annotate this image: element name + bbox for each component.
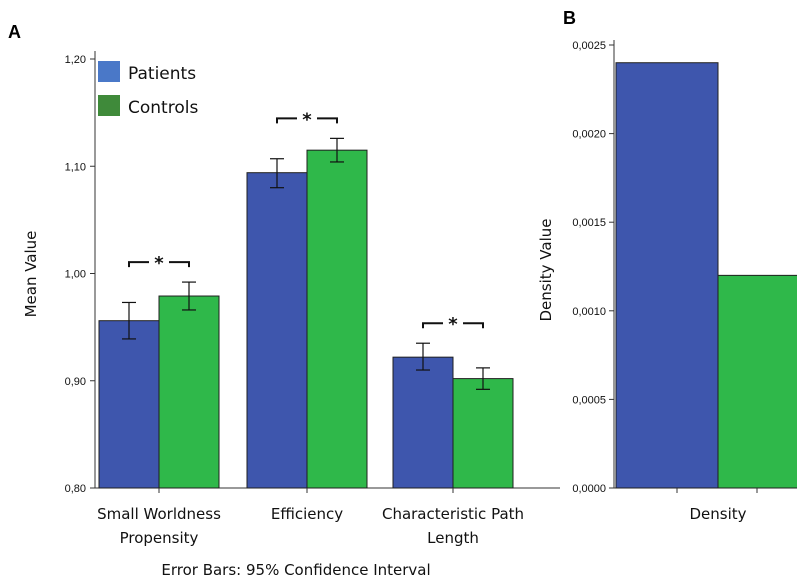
panel-a-y-tick-label: 0,90 (65, 376, 86, 388)
bar-controls (452, 378, 514, 489)
significance-bracket (128, 261, 190, 268)
significance-bracket (422, 322, 484, 329)
significance-star: * (302, 109, 312, 130)
bar-controls (158, 295, 220, 489)
panel-b-y-tick-label: 0,0000 (572, 483, 606, 495)
panel-a: A Mean Value 0,80 0,90 1,00 1,10 1,20 * * * Sm… (8, 22, 560, 579)
bar-patients (615, 62, 719, 489)
panel-b-y-tick-label: 0,0010 (572, 306, 606, 318)
panel-a-letter: A (8, 22, 21, 42)
legend-swatch-patients (98, 61, 120, 82)
panel-b-y-tick-label: 0,0015 (572, 217, 606, 229)
category-label: Density (689, 505, 746, 523)
significance-star: * (448, 314, 458, 335)
panel-a-y-axis-title: Mean Value (22, 231, 40, 318)
panel-b: B Density Value 0,0000 0,0005 0,0010 0,0015… (537, 8, 797, 523)
panel-b-y-tick-label: 0,0025 (572, 40, 606, 52)
panel-a-legend: Patients Controls (98, 61, 198, 118)
category-label: Length (427, 529, 479, 547)
legend-label-patients: Patients (128, 64, 196, 84)
bar-patients (392, 356, 454, 489)
bar-controls (306, 149, 368, 489)
panel-a-y-tick-label: 1,10 (65, 161, 86, 173)
panel-b-letter: B (563, 8, 576, 28)
category-label: Characteristic Path (382, 505, 524, 523)
bar-patients (98, 320, 160, 489)
panel-b-y-tick-label: 0,0020 (572, 129, 606, 141)
legend-swatch-controls (98, 95, 120, 116)
panel-a-y-tick-label: 1,00 (65, 269, 86, 281)
panel-b-y-tick-label: 0,0005 (572, 394, 606, 406)
category-label: Small Worldness (97, 505, 221, 523)
error-bars-note: Error Bars: 95% Confidence Interval (161, 561, 430, 579)
legend-label-controls: Controls (128, 98, 198, 118)
bar-patients (246, 172, 308, 489)
significance-star: * (154, 253, 164, 274)
panel-b-y-axis-title: Density Value (537, 219, 555, 322)
bar-controls (717, 274, 797, 489)
panel-a-y-tick-label: 1,20 (65, 54, 86, 66)
panel-a-y-tick-label: 0,80 (65, 483, 86, 495)
category-label: Propensity (120, 529, 199, 547)
significance-bracket (276, 117, 338, 124)
category-label: Efficiency (271, 505, 343, 523)
